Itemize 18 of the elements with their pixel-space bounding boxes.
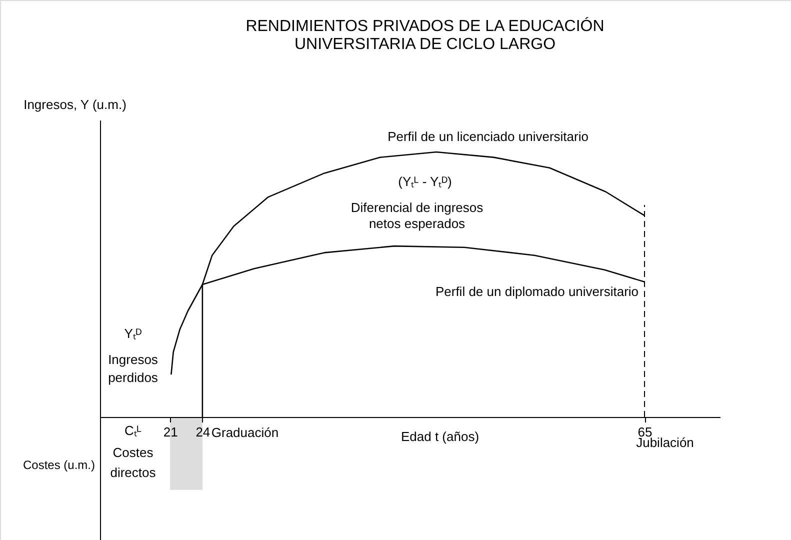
annotation: Costes: [112, 445, 154, 460]
chart-title: RENDIMIENTOS PRIVADOS DE LA EDUCACIÓN UNIVERSITARIA DE CICLO LARGO: [246, 17, 604, 53]
x-axis-title: Edad t (años): [400, 429, 480, 444]
annotation: Diferencial de ingresos: [350, 200, 484, 215]
annotation: Ingresos: [108, 352, 158, 367]
text: Costes (u.m.): [22, 458, 95, 472]
annotation: Yₜᴰ: [124, 326, 142, 341]
annotation: Perfil de un diplomado universitario: [435, 284, 639, 299]
x-tick-label: 21: [163, 424, 178, 440]
annotation: Graduación: [211, 425, 279, 440]
annotation: netos esperados: [368, 216, 466, 231]
annotation: Cₜᴸ: [124, 423, 142, 438]
annotation: perdidos: [108, 370, 158, 385]
x-tick-label: 24: [196, 424, 210, 440]
text: Perfil de un licenciado universitario: [388, 129, 588, 144]
annotation: (Yₜᴸ - Yₜᴰ): [398, 174, 452, 189]
annotation: directos: [110, 465, 156, 480]
y-axis-title: Ingresos, Y (u.m.): [24, 97, 126, 112]
